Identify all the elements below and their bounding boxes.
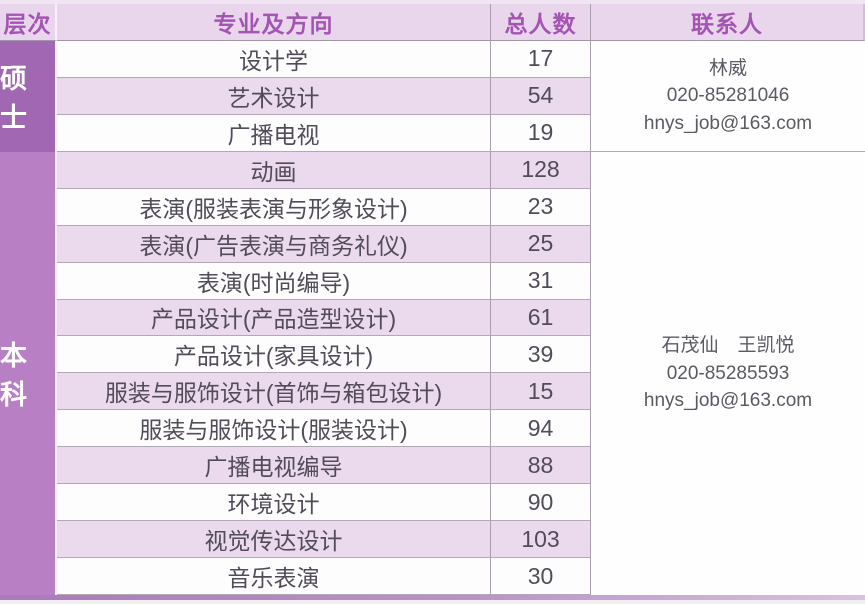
major-cell: 表演(服装表演与形象设计) [57, 188, 491, 226]
count-cell: 88 [491, 447, 591, 485]
bottom-strip [0, 595, 865, 600]
major-cell: 产品设计(家具设计) [57, 336, 491, 374]
count-cell: 128 [491, 151, 591, 189]
header-major: 专业及方向 [57, 4, 491, 41]
count-cell: 17 [491, 41, 591, 78]
count-cell: 25 [491, 225, 591, 263]
enrollment-table: 层次 专业及方向 总人数 联系人 硕士 本科 设计学 17 艺术设计 54 广播… [0, 4, 865, 595]
count-cell: 94 [491, 410, 591, 448]
count-cell: 54 [491, 77, 591, 115]
count-cell: 61 [491, 299, 591, 337]
contact-email: hnys_job@163.com [643, 112, 813, 134]
top-strip [0, 0, 865, 4]
count-cell: 39 [491, 336, 591, 374]
major-cell: 广播电视 [57, 114, 491, 152]
major-cell: 视觉传达设计 [57, 521, 491, 559]
count-cell: 15 [491, 373, 591, 411]
major-cell: 音乐表演 [57, 558, 491, 595]
major-cell: 广播电视编导 [57, 447, 491, 485]
footer-gap [0, 600, 865, 604]
major-cell: 艺术设计 [57, 77, 491, 115]
header-level: 层次 [0, 4, 57, 41]
contact-name: 石茂仙 王凯悦 [661, 335, 795, 357]
major-cell: 环境设计 [57, 484, 491, 522]
major-cell: 服装与服饰设计(服装设计) [57, 410, 491, 448]
contact-phone: 020-85281046 [666, 85, 790, 107]
level-cell-bachelor: 本科 [0, 151, 57, 595]
major-cell: 动画 [57, 151, 491, 189]
contact-cell-bachelor: 石茂仙 王凯悦 020-85285593 hnys_job@163.com [591, 151, 865, 595]
header-contact: 联系人 [591, 4, 865, 41]
count-cell: 30 [491, 558, 591, 595]
contact-phone: 020-85285593 [666, 362, 790, 384]
count-cell: 90 [491, 484, 591, 522]
level-cell-master: 硕士 [0, 41, 57, 152]
major-cell: 设计学 [57, 41, 491, 78]
major-cell: 表演(时尚编导) [57, 262, 491, 300]
major-cell: 产品设计(产品造型设计) [57, 299, 491, 337]
contact-name: 林威 [708, 57, 747, 79]
count-cell: 31 [491, 262, 591, 300]
major-cell: 服装与服饰设计(首饰与箱包设计) [57, 373, 491, 411]
contact-email: hnys_job@163.com [643, 390, 813, 412]
count-cell: 103 [491, 521, 591, 559]
header-count: 总人数 [491, 4, 591, 41]
count-cell: 23 [491, 188, 591, 226]
major-cell: 表演(广告表演与商务礼仪) [57, 225, 491, 263]
count-cell: 19 [491, 114, 591, 152]
contact-cell-master: 林威 020-85281046 hnys_job@163.com [591, 41, 865, 152]
